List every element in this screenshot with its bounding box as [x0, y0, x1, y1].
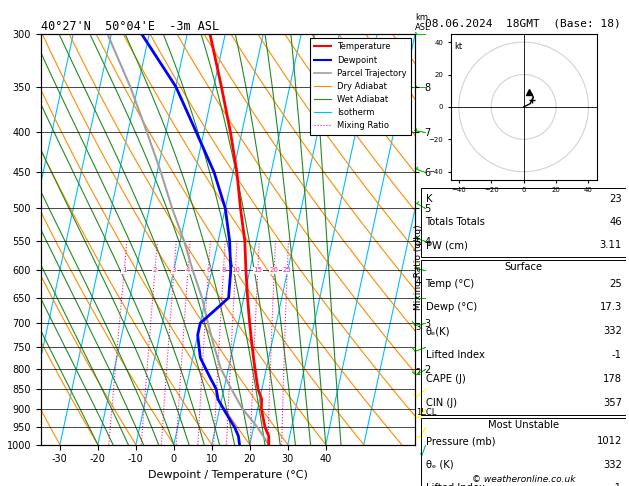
Text: Surface: Surface	[504, 262, 543, 272]
Text: 23: 23	[609, 194, 621, 204]
Bar	[421, 188, 626, 257]
Text: 3: 3	[416, 323, 421, 332]
Text: Pressure (mb): Pressure (mb)	[426, 436, 495, 446]
Text: Lifted Index: Lifted Index	[426, 483, 484, 486]
Text: Totals Totals: Totals Totals	[426, 217, 486, 227]
Text: -1: -1	[612, 483, 621, 486]
Text: 3.11: 3.11	[599, 240, 621, 250]
Text: Lifted Index: Lifted Index	[426, 350, 484, 360]
Text: 10: 10	[231, 267, 240, 274]
Text: 357: 357	[603, 398, 621, 408]
Text: -1: -1	[612, 350, 621, 360]
Text: kt: kt	[454, 42, 462, 51]
Text: 6: 6	[206, 267, 211, 274]
Text: 5: 5	[416, 240, 421, 248]
Text: CIN (J): CIN (J)	[426, 398, 457, 408]
Text: Temp (°C): Temp (°C)	[426, 278, 475, 289]
Text: 25: 25	[283, 267, 292, 274]
Text: 332: 332	[603, 326, 621, 336]
Text: θₑ (K): θₑ (K)	[426, 460, 453, 470]
Text: 4: 4	[416, 277, 421, 286]
Text: Mixing Ratio (g/kg): Mixing Ratio (g/kg)	[414, 225, 423, 310]
Text: 15: 15	[253, 267, 262, 274]
Text: 20: 20	[270, 267, 279, 274]
Text: 4: 4	[186, 267, 190, 274]
X-axis label: Dewpoint / Temperature (°C): Dewpoint / Temperature (°C)	[148, 470, 308, 480]
Text: 1012: 1012	[596, 436, 621, 446]
Text: © weatheronline.co.uk: © weatheronline.co.uk	[472, 474, 576, 484]
Text: CAPE (J): CAPE (J)	[426, 374, 465, 384]
Text: 178: 178	[603, 374, 621, 384]
Text: K: K	[426, 194, 432, 204]
Text: 08.06.2024  18GMT  (Base: 18): 08.06.2024 18GMT (Base: 18)	[425, 18, 620, 29]
Text: θₑ(K): θₑ(K)	[426, 326, 450, 336]
Text: 40°27'N  50°04'E  -3m ASL: 40°27'N 50°04'E -3m ASL	[41, 20, 219, 33]
Legend: Temperature, Dewpoint, Parcel Trajectory, Dry Adiabat, Wet Adiabat, Isotherm, Mi: Temperature, Dewpoint, Parcel Trajectory…	[309, 38, 411, 135]
Text: 25: 25	[609, 278, 621, 289]
Text: 8: 8	[221, 267, 226, 274]
Bar	[421, 417, 626, 486]
Text: PW (cm): PW (cm)	[426, 240, 467, 250]
Text: 46: 46	[609, 217, 621, 227]
Y-axis label: hPa: hPa	[0, 229, 1, 249]
Bar	[421, 260, 626, 415]
Text: 2: 2	[153, 267, 157, 274]
Text: 1: 1	[122, 267, 126, 274]
Text: Most Unstable: Most Unstable	[488, 420, 559, 430]
Text: 1LCL: 1LCL	[416, 408, 437, 417]
Text: km
ASL: km ASL	[415, 13, 431, 32]
Text: 3: 3	[172, 267, 176, 274]
Text: 332: 332	[603, 460, 621, 470]
Text: 17.3: 17.3	[599, 302, 621, 312]
Text: Dewp (°C): Dewp (°C)	[426, 302, 477, 312]
Text: 2: 2	[416, 368, 421, 377]
